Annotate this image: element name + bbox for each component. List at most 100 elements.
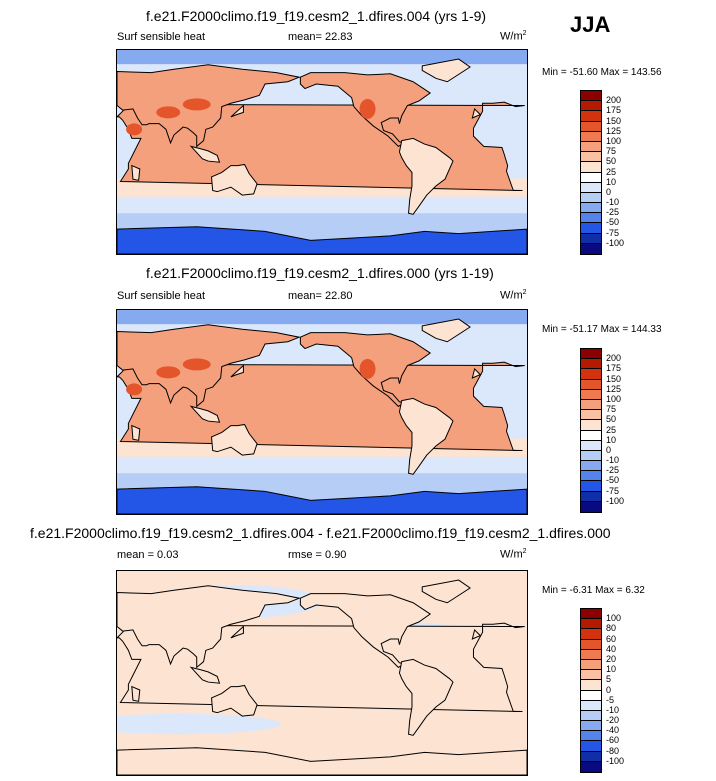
colorbar-swatch <box>581 379 601 390</box>
panel-2-units: W/m2 <box>500 289 527 302</box>
panel-2-colorbar <box>580 348 602 513</box>
colorbar-swatch <box>581 182 601 193</box>
colorbar-tick-label: -60 <box>606 735 620 746</box>
panel-3-minmax: Min = -6.31 Max = 6.32 <box>542 585 645 596</box>
colorbar-swatch <box>581 243 601 254</box>
colorbar-tick-label: -50 <box>606 475 620 486</box>
panel-1-units: W/m2 <box>500 30 527 43</box>
map-landmass <box>230 364 244 378</box>
colorbar-swatch <box>581 461 601 472</box>
map-landmass <box>189 145 221 163</box>
map-landmass <box>299 593 432 668</box>
panel-3-mean: mean = 0.03 <box>117 549 179 561</box>
colorbar-swatch <box>581 131 601 142</box>
map-hotspot <box>126 123 143 136</box>
map-landmass <box>210 684 258 717</box>
colorbar-swatch <box>581 700 601 711</box>
colorbar-swatch <box>581 471 601 482</box>
panel-2-map <box>116 309 528 515</box>
map-landmass <box>189 666 221 684</box>
colorbar-swatch <box>581 111 601 122</box>
colorbar-tick-label: -10 <box>606 704 620 715</box>
colorbar-tick-label: -10 <box>606 197 620 208</box>
map-ocean-band <box>117 196 527 214</box>
colorbar-tick-label: 25 <box>606 424 617 435</box>
colorbar-tick-label: 60 <box>606 633 617 644</box>
colorbar-swatch <box>581 223 601 234</box>
colorbar-tick-label: -25 <box>606 207 620 218</box>
colorbar-tick-label: 80 <box>606 623 617 634</box>
map-landmass <box>131 685 141 702</box>
colorbar-swatch <box>581 481 601 492</box>
map-landmass <box>189 405 221 423</box>
colorbar-tick-label: -80 <box>606 745 620 756</box>
panel-3-units: W/m2 <box>500 548 527 561</box>
map-landmass <box>471 628 482 640</box>
colorbar-swatch <box>581 203 601 214</box>
colorbar-tick-label: 150 <box>606 373 622 384</box>
panel-3-title: f.e21.F2000climo.f19_f19.cesm2_1.dfires.… <box>30 525 611 541</box>
map-landmass <box>117 585 301 669</box>
colorbar-tick-label: 175 <box>606 363 622 374</box>
colorbar-swatch <box>581 389 601 400</box>
colorbar-tick-label: -5 <box>606 694 615 705</box>
colorbar-tick-label: 0 <box>606 186 612 197</box>
map-landmass <box>117 486 527 514</box>
colorbar-swatch <box>581 349 601 360</box>
colorbar-tick-label: 125 <box>606 125 622 136</box>
colorbar-swatch <box>581 233 601 244</box>
colorbar-swatch <box>581 141 601 153</box>
colorbar-tick-label: 200 <box>606 353 622 364</box>
colorbar-tick-label: 10 <box>606 664 617 675</box>
colorbar-swatch <box>581 751 601 762</box>
map-ocean-band <box>117 50 527 65</box>
colorbar-swatch <box>581 710 601 722</box>
map-landmass <box>421 58 471 83</box>
colorbar-swatch <box>581 670 601 681</box>
colorbar-tick-label: -20 <box>606 715 620 726</box>
map-landmass <box>471 367 482 379</box>
panel-2-title: f.e21.F2000climo.f19_f19.cesm2_1.dfires.… <box>146 265 494 281</box>
colorbar-tick-label: 150 <box>606 115 622 126</box>
colorbar-swatch <box>581 430 601 441</box>
colorbar-tick-label: 100 <box>606 135 622 146</box>
map-landmass <box>471 107 482 119</box>
colorbar-swatch <box>581 501 601 512</box>
panel-1-variable: Surf sensible heat <box>117 31 206 43</box>
panel-2-variable: Surf sensible heat <box>117 290 206 302</box>
colorbar-swatch <box>581 420 601 431</box>
colorbar-swatch <box>581 162 601 173</box>
colorbar-swatch <box>581 649 601 660</box>
map-hotspot <box>156 106 181 119</box>
colorbar-tick-label: -100 <box>606 495 625 506</box>
panel-1-mean: mean= 22.83 <box>288 31 353 43</box>
colorbar-swatch <box>581 491 601 502</box>
colorbar-swatch <box>581 690 601 701</box>
colorbar-tick-label: 10 <box>606 176 617 187</box>
map-hotspot <box>156 366 181 379</box>
colorbar-swatch <box>581 213 601 224</box>
panel-1-map <box>116 49 528 255</box>
colorbar-tick-label: 25 <box>606 166 617 177</box>
map-landmass <box>230 625 244 639</box>
colorbar-tick-label: 100 <box>606 393 622 404</box>
panel-1-colorbar <box>580 90 602 255</box>
map-landmass <box>398 397 454 475</box>
colorbar-tick-label: 40 <box>606 643 617 654</box>
panel-1-minmax: Min = -51.60 Max = 143.56 <box>542 67 662 78</box>
map-landmass <box>117 226 527 254</box>
colorbar-swatch <box>581 359 601 370</box>
colorbar-tick-label: 5 <box>606 674 612 685</box>
season-label: JJA <box>570 12 611 37</box>
map-landmass <box>421 318 471 343</box>
colorbar-tick-label: -100 <box>606 237 625 248</box>
map-hotspot <box>126 383 143 396</box>
colorbar-tick-label: 75 <box>606 146 617 157</box>
colorbar-swatch <box>581 741 601 752</box>
colorbar-swatch <box>581 410 601 421</box>
map-landmass <box>117 747 527 775</box>
panel-1-title: f.e21.F2000climo.f19_f19.cesm2_1.dfires.… <box>146 8 487 24</box>
colorbar-swatch <box>581 192 601 204</box>
map-landmass <box>210 423 258 456</box>
colorbar-swatch <box>581 659 601 671</box>
